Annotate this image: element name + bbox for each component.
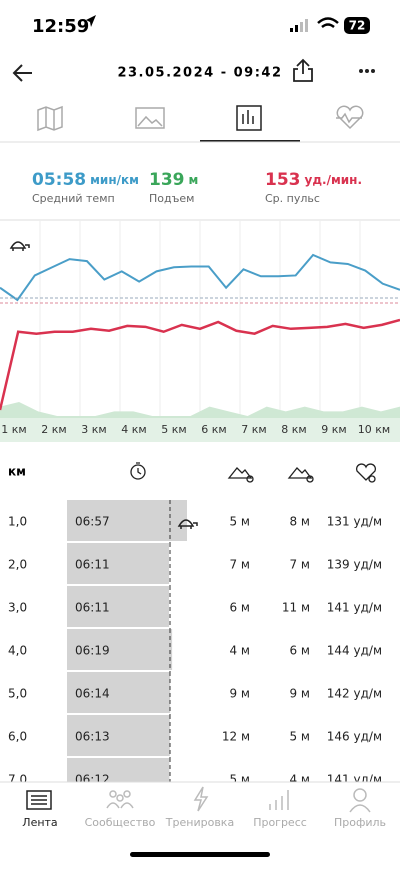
pace-cell: 06:57 xyxy=(75,515,110,529)
pulse-cell: 144 уд/м xyxy=(327,644,382,658)
pace-bar xyxy=(67,629,173,670)
stat-number: 05:58 xyxy=(32,170,86,190)
pace-cell: 06:13 xyxy=(75,730,110,744)
stat-value: 139 м xyxy=(149,170,198,190)
heart-tab[interactable] xyxy=(336,105,364,130)
nav-label[interactable]: Лента xyxy=(22,816,57,829)
pulse-cell: 139 уд/м xyxy=(327,558,382,572)
heart-rate-line xyxy=(0,318,400,411)
active-tab-indicator xyxy=(200,140,300,142)
km-cell: 4,0 xyxy=(8,644,27,658)
stat-number: 139 xyxy=(149,170,185,190)
nav-label[interactable]: Прогресс xyxy=(253,816,307,829)
pace-cell: 06:11 xyxy=(75,558,110,572)
pulse-cell: 131 уд/м xyxy=(327,515,382,529)
km-label: 5 км xyxy=(161,423,186,436)
pace-bar xyxy=(67,500,187,541)
chart-tab[interactable] xyxy=(236,105,262,131)
descent-cell: 8 м xyxy=(289,515,310,529)
location-icon xyxy=(86,15,96,27)
km-label: 2 км xyxy=(41,423,66,436)
more-button[interactable] xyxy=(359,69,375,73)
km-label: 10 км xyxy=(358,423,390,436)
pulse-cell: 141 уд/м xyxy=(327,601,382,615)
km-cell: 1,0 xyxy=(8,515,27,529)
stat-label: Подъем xyxy=(149,192,194,205)
slowest-turtle xyxy=(177,519,198,529)
descent-cell: 7 м xyxy=(289,558,310,572)
table-header-icons xyxy=(130,462,377,483)
map-tab[interactable] xyxy=(37,105,63,132)
elevation-area xyxy=(0,402,400,418)
table-header-km: км xyxy=(8,465,26,479)
nav-feed-icon[interactable] xyxy=(26,790,52,810)
status-time: 12:59 xyxy=(32,16,89,37)
photo-tab[interactable] xyxy=(135,107,165,129)
stat-value: 05:58 мин/км xyxy=(32,170,139,190)
signal-icon xyxy=(290,19,308,32)
stat-number: 153 xyxy=(265,170,301,190)
stat-unit: уд./мин. xyxy=(305,173,363,187)
descent-cell: 11 м xyxy=(282,601,310,615)
km-label: 7 км xyxy=(241,423,266,436)
stat-label: Средний темп xyxy=(32,192,115,205)
turtle-icon xyxy=(9,241,30,251)
pace-cell: 06:14 xyxy=(75,687,110,701)
km-cell: 5,0 xyxy=(8,687,27,701)
stat-unit: м xyxy=(189,173,199,187)
ascent-cell: 7 м xyxy=(229,558,250,572)
header-title: 23.05.2024 - 09:42 xyxy=(117,66,282,81)
km-label: 3 км xyxy=(81,423,106,436)
nav-icons[interactable] xyxy=(106,786,371,813)
battery xyxy=(344,17,370,34)
back-button[interactable] xyxy=(12,64,32,82)
pace-bar xyxy=(67,672,171,713)
ascent-cell: 5 м xyxy=(229,515,250,529)
ascent-cell: 9 м xyxy=(229,687,250,701)
km-label: 8 км xyxy=(281,423,306,436)
home-indicator xyxy=(130,852,270,857)
km-label: 4 км xyxy=(121,423,146,436)
pace-bar xyxy=(67,715,170,756)
pace-cell: 06:11 xyxy=(75,601,110,615)
stat-label: Ср. пульс xyxy=(265,192,320,205)
nav-label[interactable]: Сообщество xyxy=(85,816,156,829)
km-label: 1 км xyxy=(1,423,26,436)
pulse-cell: 146 уд/м xyxy=(327,730,382,744)
ascent-cell: 4 м xyxy=(229,644,250,658)
ascent-cell: 12 м xyxy=(222,730,250,744)
pace-cell: 06:19 xyxy=(75,644,110,658)
nav-label[interactable]: Тренировка xyxy=(165,816,234,829)
descent-cell: 5 м xyxy=(289,730,310,744)
pulse-cell: 142 уд/м xyxy=(327,687,382,701)
stat-unit: мин/км xyxy=(90,173,139,187)
km-cell: 6,0 xyxy=(8,730,27,744)
ascent-cell: 6 м xyxy=(229,601,250,615)
km-cell: 3,0 xyxy=(8,601,27,615)
nav-label[interactable]: Профиль xyxy=(334,816,386,829)
pace-bar xyxy=(67,543,169,584)
wifi-icon xyxy=(317,17,339,29)
km-labels-bg xyxy=(0,418,400,442)
battery-level: 72 xyxy=(349,19,366,33)
km-cell: 2,0 xyxy=(8,558,27,572)
km-label: 6 км xyxy=(201,423,226,436)
descent-cell: 9 м xyxy=(289,687,310,701)
km-label: 9 км xyxy=(321,423,346,436)
share-button[interactable] xyxy=(293,58,313,82)
pace-bar xyxy=(67,586,169,627)
descent-cell: 6 м xyxy=(289,644,310,658)
pace-line xyxy=(0,253,400,302)
stat-value: 153 уд./мин. xyxy=(265,170,362,190)
